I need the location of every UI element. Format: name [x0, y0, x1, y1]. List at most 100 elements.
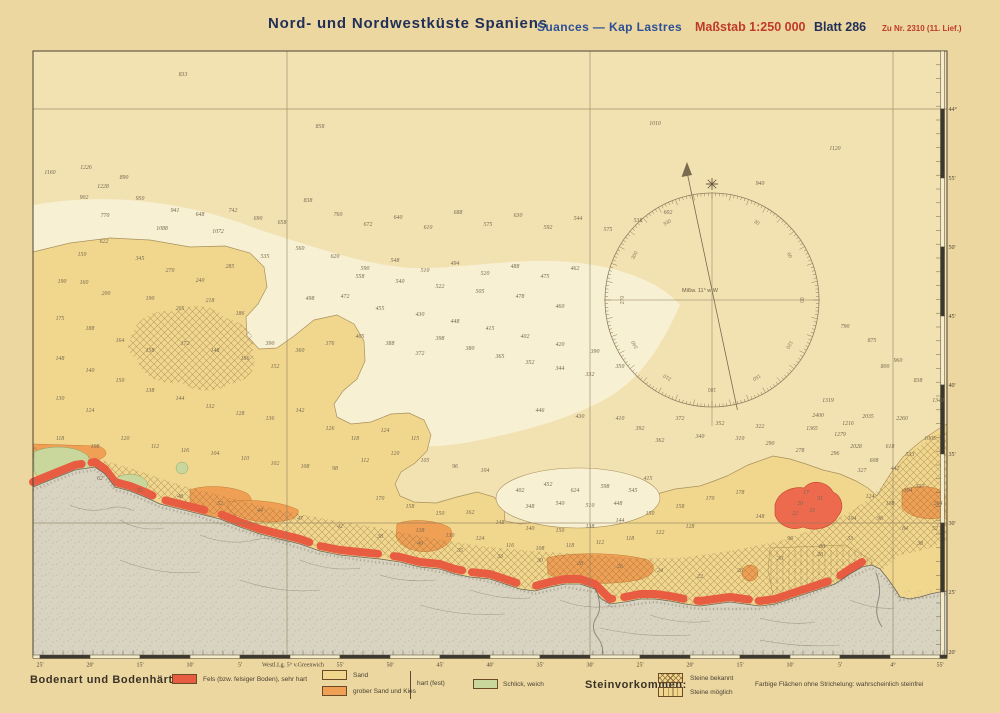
svg-text:415: 415	[486, 325, 495, 332]
svg-text:510: 510	[586, 503, 595, 509]
svg-text:30: 30	[536, 558, 543, 564]
svg-text:104: 104	[481, 467, 490, 474]
svg-text:104: 104	[211, 450, 220, 457]
svg-text:124: 124	[86, 407, 95, 414]
svg-text:688: 688	[454, 210, 463, 216]
svg-text:392: 392	[635, 426, 645, 432]
svg-text:535: 535	[261, 254, 270, 260]
svg-text:310: 310	[735, 436, 745, 442]
svg-text:448: 448	[614, 500, 623, 507]
svg-text:150: 150	[556, 528, 565, 534]
svg-text:20': 20'	[686, 663, 693, 669]
svg-text:140: 140	[526, 525, 535, 532]
svg-text:25': 25'	[949, 590, 956, 596]
svg-text:1072: 1072	[212, 229, 224, 235]
svg-text:5': 5'	[838, 663, 842, 669]
svg-text:622: 622	[100, 239, 109, 245]
svg-text:544: 544	[574, 215, 583, 222]
svg-text:144: 144	[176, 395, 185, 402]
svg-text:2028: 2028	[850, 444, 862, 450]
svg-text:960: 960	[894, 358, 903, 364]
svg-text:190: 190	[58, 279, 67, 285]
svg-text:108: 108	[301, 464, 310, 470]
svg-text:138: 138	[586, 524, 595, 530]
svg-text:388: 388	[385, 341, 395, 347]
svg-text:205: 205	[176, 306, 185, 312]
svg-text:402: 402	[521, 333, 530, 340]
svg-text:590: 590	[361, 266, 370, 272]
svg-text:322: 322	[755, 424, 765, 430]
svg-text:102: 102	[271, 461, 280, 467]
svg-text:150: 150	[751, 372, 761, 381]
svg-text:118: 118	[351, 436, 359, 442]
svg-text:592: 592	[544, 225, 553, 231]
svg-text:1226: 1226	[80, 165, 92, 171]
svg-text:186: 186	[236, 311, 245, 317]
svg-text:505: 505	[476, 289, 485, 295]
svg-text:520: 520	[481, 271, 490, 277]
svg-text:838: 838	[304, 198, 313, 204]
svg-text:352: 352	[525, 360, 535, 366]
svg-text:420: 420	[556, 341, 565, 348]
svg-text:30: 30	[753, 219, 761, 227]
svg-text:144: 144	[616, 517, 625, 524]
svg-text:770: 770	[101, 213, 110, 219]
north-star-icon	[706, 178, 718, 190]
legend-label-kies: grober Sand und Kies	[353, 688, 416, 695]
svg-text:442: 442	[891, 465, 900, 472]
svg-text:833: 833	[179, 72, 188, 78]
svg-text:52: 52	[932, 526, 938, 532]
svg-text:178: 178	[736, 490, 745, 496]
map-scale-label: Maßstab 1:250 000	[695, 20, 806, 34]
legend-swatch-fels	[172, 674, 197, 684]
svg-text:218: 218	[206, 298, 215, 304]
rock-fringe	[29, 458, 866, 605]
svg-text:138: 138	[416, 528, 425, 534]
svg-text:148: 148	[211, 347, 220, 354]
svg-text:365: 365	[495, 354, 505, 360]
svg-text:26: 26	[617, 564, 623, 570]
svg-text:648: 648	[196, 211, 205, 218]
legend-label-schlick: Schlick, weich	[503, 681, 544, 688]
svg-text:112: 112	[596, 540, 604, 546]
legend-label-steine-bekannt: Steine bekannt	[690, 675, 734, 682]
svg-text:415: 415	[644, 475, 653, 482]
svg-text:264: 264	[934, 500, 943, 507]
legend-swatch-sand	[322, 670, 347, 680]
svg-text:742: 742	[229, 207, 238, 214]
svg-text:1160: 1160	[44, 170, 55, 176]
svg-text:88: 88	[819, 544, 825, 550]
svg-text:672: 672	[364, 222, 373, 228]
svg-text:33: 33	[496, 554, 503, 560]
svg-text:344: 344	[555, 365, 565, 372]
svg-text:84: 84	[902, 525, 908, 532]
svg-text:26: 26	[737, 568, 743, 574]
svg-text:376: 376	[325, 341, 335, 347]
svg-text:105: 105	[421, 458, 430, 464]
svg-text:55': 55'	[949, 176, 956, 182]
svg-text:47: 47	[297, 515, 304, 522]
legend-bodenart-title: Bodenart und Bodenhärte:	[30, 674, 184, 686]
svg-text:128: 128	[686, 524, 695, 530]
svg-text:118: 118	[566, 543, 574, 549]
svg-text:150: 150	[78, 252, 87, 258]
svg-text:108: 108	[886, 501, 895, 507]
svg-text:138: 138	[146, 388, 155, 394]
svg-text:304: 304	[903, 487, 913, 494]
svg-text:610: 610	[424, 225, 433, 231]
svg-text:1228: 1228	[97, 184, 109, 190]
svg-text:158: 158	[146, 348, 155, 354]
svg-text:20': 20'	[949, 650, 956, 656]
svg-text:62: 62	[97, 476, 103, 482]
svg-text:116: 116	[506, 543, 514, 549]
svg-text:345: 345	[135, 255, 145, 262]
svg-text:10': 10'	[786, 663, 793, 669]
magnetic-north-line	[686, 169, 738, 410]
svg-text:790: 790	[841, 324, 850, 330]
svg-text:448: 448	[451, 318, 460, 325]
svg-text:200: 200	[102, 291, 111, 297]
svg-text:20: 20	[797, 501, 803, 507]
chart-subtitle: Suances — Kap Lastres	[537, 20, 683, 34]
svg-text:348: 348	[525, 503, 535, 510]
legend-swatch-steine-moeglich	[658, 687, 683, 697]
